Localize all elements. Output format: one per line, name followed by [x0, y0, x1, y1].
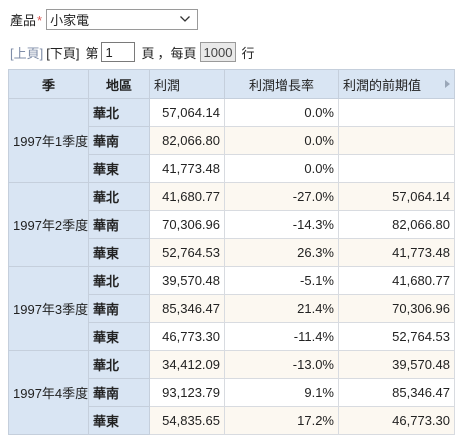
table-row: 1997年1季度 華北 57,064.14 0.0%	[8, 98, 455, 183]
per-page-label: 每頁	[170, 45, 197, 61]
quarter-cell: 1997年4季度	[8, 350, 89, 435]
prev-value-cell: 85,346.47	[338, 378, 455, 407]
page-size-input[interactable]	[199, 42, 236, 62]
table-row: 華南 82,066.80 0.0%	[9, 126, 455, 155]
pager: [上頁] [下頁] 第 頁 ， 每頁 行	[10, 41, 255, 63]
page-number-input[interactable]	[101, 42, 136, 62]
region-cell: 華北	[88, 98, 150, 127]
growth-cell: 0.0%	[224, 154, 339, 183]
table-row: 華南 70,306.96 -14.3% 82,066.80	[9, 210, 455, 239]
profit-cell: 57,064.14	[149, 98, 225, 127]
rows-suffix: 行	[241, 45, 255, 61]
profit-cell: 82,066.80	[149, 126, 225, 155]
region-cell: 華北	[88, 350, 150, 379]
product-select[interactable]: 小家電	[46, 8, 199, 30]
prev-value-cell: 39,570.48	[338, 350, 455, 379]
region-cell: 華南	[88, 210, 150, 239]
prev-value-cell: 41,680.77	[338, 266, 455, 295]
prev-value-cell	[338, 126, 455, 155]
region-cell: 華東	[88, 238, 150, 267]
growth-cell: -5.1%	[224, 266, 339, 295]
region-cell: 華東	[88, 154, 150, 183]
header-growth[interactable]: 利潤增長率	[224, 69, 339, 99]
growth-cell: 0.0%	[224, 98, 339, 127]
table-row: 華南 85,346.47 21.4% 70,306.96	[9, 294, 455, 323]
table-row: 華東 54,835.65 17.2% 46,773.30	[9, 406, 455, 435]
profit-cell: 52,764.53	[149, 238, 225, 267]
header-region[interactable]: 地區	[88, 69, 150, 99]
product-select-value: 小家電	[50, 12, 90, 28]
region-cell: 華南	[88, 294, 150, 323]
prev-value-cell: 46,773.30	[338, 406, 455, 435]
growth-cell: -13.0%	[224, 350, 339, 379]
table-row: 華東 52,764.53 26.3% 41,773.48	[9, 238, 455, 267]
prev-value-cell	[338, 98, 455, 127]
profit-cell: 46,773.30	[149, 322, 225, 351]
profit-cell: 41,773.48	[149, 154, 225, 183]
chevron-down-icon	[180, 16, 191, 22]
table-row: 華南 93,123.79 9.1% 85,346.47	[9, 378, 455, 407]
table-row: 華東 41,773.48 0.0%	[9, 154, 455, 183]
table-row: 華東 46,773.30 -11.4% 52,764.53	[9, 322, 455, 351]
header-quarter[interactable]: 季	[8, 69, 89, 99]
profit-cell: 93,123.79	[149, 378, 225, 407]
prev-value-cell	[338, 154, 455, 183]
prev-page-link[interactable]: [上頁]	[10, 45, 44, 61]
prev-value-cell: 41,773.48	[338, 238, 455, 267]
header-prev-value[interactable]: 利潤的前期值	[338, 69, 455, 99]
table-row: 1997年3季度 華北 39,570.48 -5.1% 41,680.77	[8, 266, 455, 351]
prev-value-cell: 52,764.53	[338, 322, 455, 351]
profit-cell: 39,570.48	[149, 266, 225, 295]
region-cell: 華南	[88, 126, 150, 155]
table-header-row: 季 地區 利潤 利潤增長率 利潤的前期值	[8, 69, 455, 99]
next-page-link[interactable]: [下頁]	[46, 45, 80, 61]
header-prev-value-label: 利潤的前期值	[343, 77, 422, 93]
profit-cell: 85,346.47	[149, 294, 225, 323]
quarter-cell: 1997年1季度	[8, 98, 89, 183]
prev-value-cell: 57,064.14	[338, 182, 455, 211]
region-cell: 華北	[88, 266, 150, 295]
growth-cell: 17.2%	[224, 406, 339, 435]
region-cell: 華北	[88, 182, 150, 211]
region-cell: 華東	[88, 322, 150, 351]
growth-cell: 9.1%	[224, 378, 339, 407]
growth-cell: 26.3%	[224, 238, 339, 267]
page-prefix: 第	[85, 45, 99, 61]
growth-cell: -11.4%	[224, 322, 339, 351]
product-filter-label: 產品*	[10, 12, 43, 28]
table-row: 1997年4季度 華北 34,412.09 -13.0% 39,570.48	[8, 350, 455, 435]
region-cell: 華南	[88, 378, 150, 407]
profit-cell: 41,680.77	[149, 182, 225, 211]
profit-table: 季 地區 利潤 利潤增長率 利潤的前期值 1997年1季度 華北 57,064.…	[8, 69, 455, 435]
header-profit[interactable]: 利潤	[149, 69, 225, 99]
growth-cell: 21.4%	[224, 294, 339, 323]
growth-cell: -27.0%	[224, 182, 339, 211]
pager-comma: ，	[157, 45, 171, 61]
table-row: 1997年2季度 華北 41,680.77 -27.0% 57,064.14	[8, 182, 455, 267]
product-filter: 產品* 小家電	[10, 8, 199, 30]
prev-value-cell: 70,306.96	[338, 294, 455, 323]
profit-cell: 70,306.96	[149, 210, 225, 239]
profit-cell: 54,835.65	[149, 406, 225, 435]
growth-cell: 0.0%	[224, 126, 339, 155]
sort-arrow-icon[interactable]	[445, 80, 450, 88]
required-mark: *	[37, 12, 43, 28]
quarter-cell: 1997年2季度	[8, 182, 89, 267]
prev-value-cell: 82,066.80	[338, 210, 455, 239]
region-cell: 華東	[88, 406, 150, 435]
page-suffix: 頁	[141, 45, 155, 61]
profit-cell: 34,412.09	[149, 350, 225, 379]
quarter-cell: 1997年3季度	[8, 266, 89, 351]
growth-cell: -14.3%	[224, 210, 339, 239]
